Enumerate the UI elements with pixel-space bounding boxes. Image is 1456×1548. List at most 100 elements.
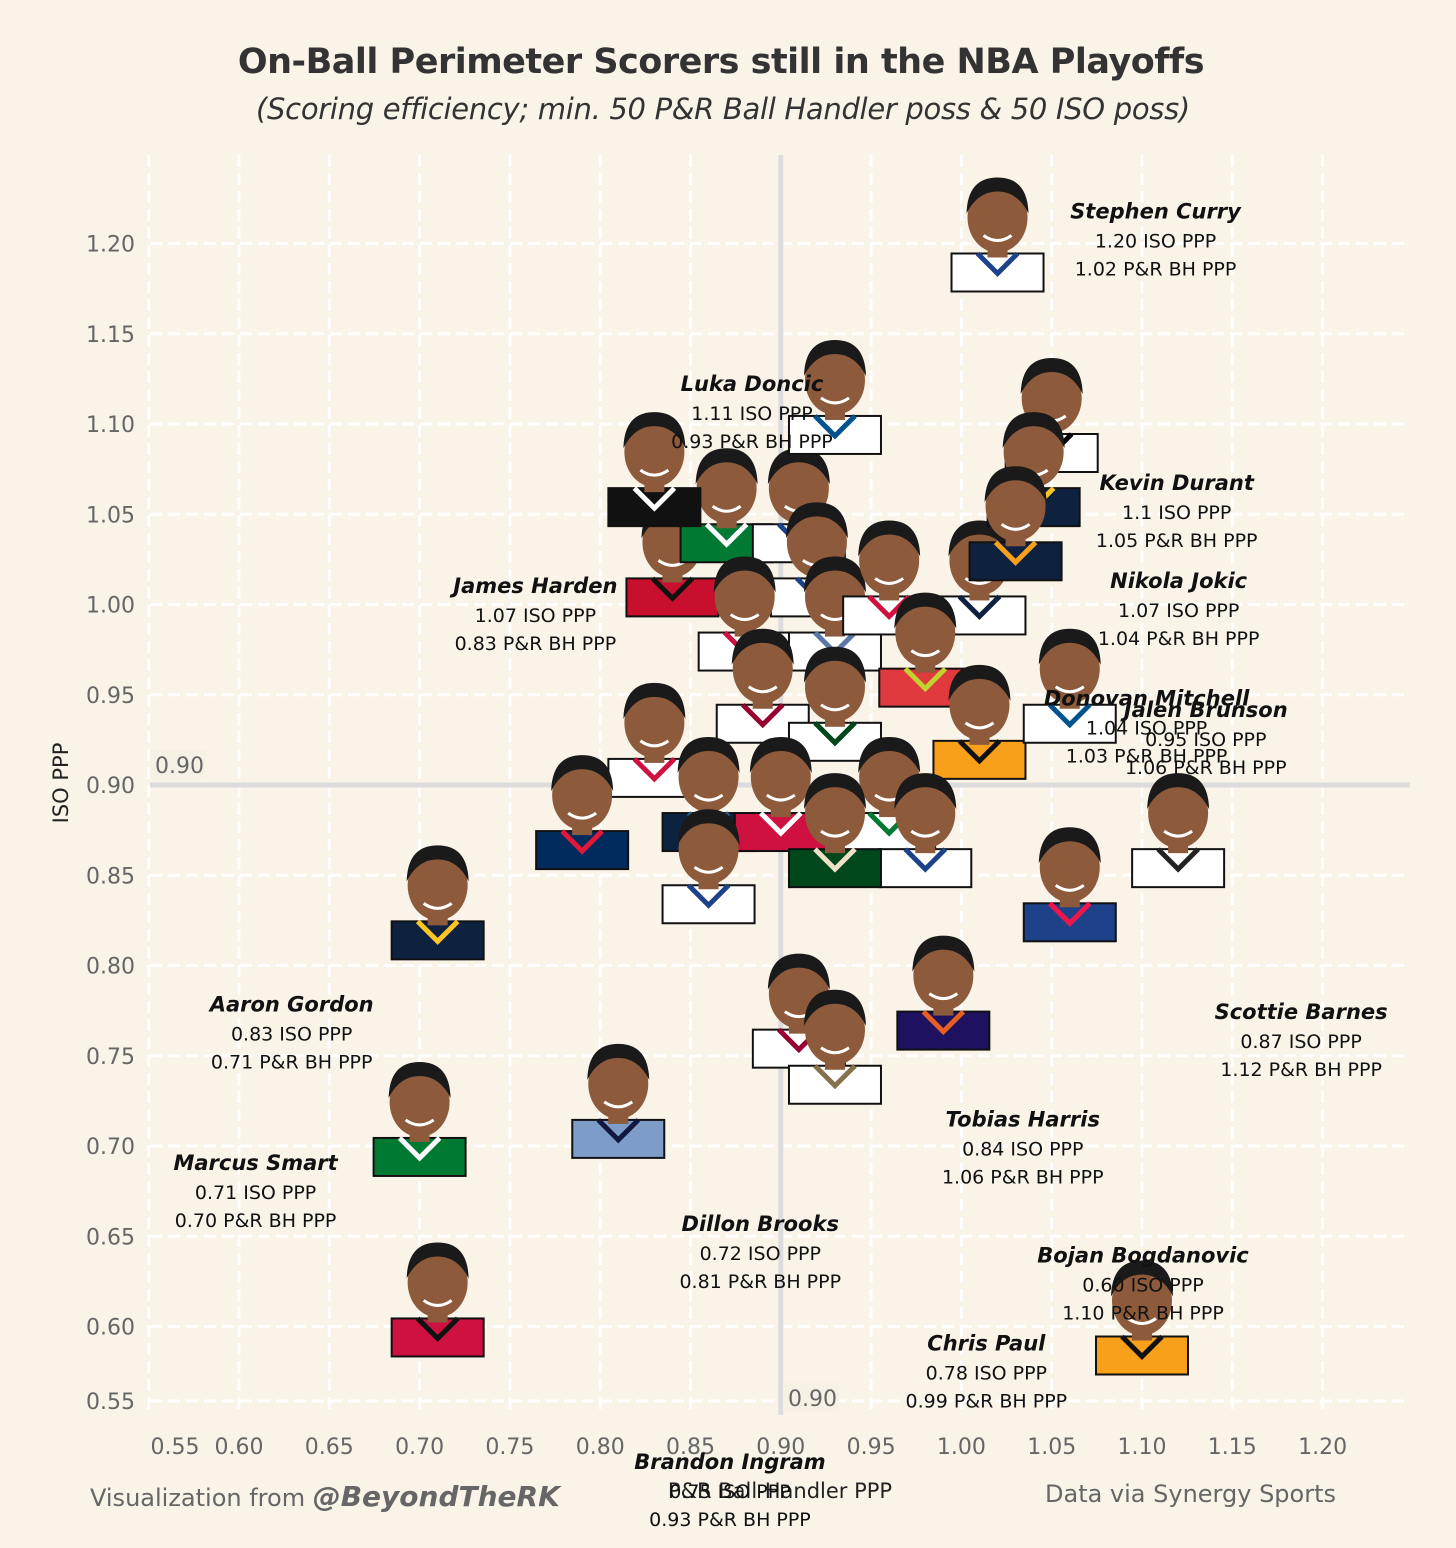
point-label-pnr: 1.12 P&R BH PPP xyxy=(1220,1059,1382,1081)
point-label: James Harden 1.07 ISO PPP 0.83 P&R BH PPP xyxy=(449,574,617,655)
x-tick-label: 0.60 xyxy=(215,1435,264,1460)
jersey-collar xyxy=(759,811,803,837)
chart-subtitle: (Scoring efficiency; min. 50 P&R Ball Ha… xyxy=(256,92,1190,126)
point-label: Nikola Jokic 1.07 ISO PPP 1.04 P&R BH PPP xyxy=(1098,569,1260,650)
hair xyxy=(677,737,740,774)
points-layer xyxy=(372,177,1226,1376)
y-tick-label: 1.20 xyxy=(86,233,135,258)
chart-title: On-Ball Perimeter Scorers still in the N… xyxy=(237,42,1205,82)
hair xyxy=(912,935,975,972)
smile xyxy=(404,1118,435,1127)
point-label-pnr: 1.06 P&R BH PPP xyxy=(1125,757,1287,779)
player-headshot-labeled xyxy=(1022,827,1117,943)
x-reference-label: 0.90 xyxy=(788,1387,837,1412)
hair xyxy=(803,989,866,1026)
point-label-iso: 0.95 ISO PPP xyxy=(1145,729,1266,751)
smile xyxy=(422,1299,453,1307)
point-label-iso: 1.11 ISO PPP xyxy=(691,403,812,425)
point-label-iso: 0.75 ISO PPP xyxy=(669,1481,790,1503)
hair xyxy=(966,177,1029,214)
point-label-iso: 0.78 ISO PPP xyxy=(926,1363,1047,1385)
face xyxy=(1039,832,1100,903)
player-headshot-labeled xyxy=(787,989,882,1105)
point-label-name: Jalen Brunson xyxy=(1120,698,1288,722)
player-headshot xyxy=(661,809,756,925)
hair xyxy=(785,502,848,539)
face xyxy=(895,597,956,668)
jersey xyxy=(1095,1335,1189,1376)
player-headshot xyxy=(878,773,973,889)
x-tick-label: 0.55 xyxy=(151,1435,200,1460)
point-label-iso: 1.07 ISO PPP xyxy=(1118,600,1239,622)
point-label-iso: 1.20 ISO PPP xyxy=(1095,231,1216,253)
y-tick-label: 1.05 xyxy=(86,503,135,528)
x-tick-label: 0.75 xyxy=(485,1435,534,1460)
point-label-pnr: 1.10 P&R BH PPP xyxy=(1062,1303,1224,1325)
x-axis-title: P&R Ball-Handler PPP xyxy=(668,1479,892,1503)
footer-credit-prefix: Visualization from xyxy=(90,1484,313,1512)
x-tick-label: 0.80 xyxy=(576,1435,625,1460)
face xyxy=(624,417,685,488)
point-label-name: Luka Doncic xyxy=(681,372,824,396)
player-headshot-labeled xyxy=(787,339,882,455)
player-headshot-labeled xyxy=(968,466,1063,582)
hair xyxy=(623,682,686,719)
point-label: Jalen Brunson 0.95 ISO PPP 1.06 P&R BH PPP xyxy=(1120,698,1288,779)
hair xyxy=(948,664,1011,701)
x-tick-label: 0.65 xyxy=(305,1435,354,1460)
jersey-collar xyxy=(650,576,695,602)
hair xyxy=(749,737,812,774)
player-headshot xyxy=(390,1242,485,1358)
smile xyxy=(711,504,742,513)
jersey-collar xyxy=(686,883,731,909)
player-headshot-labeled xyxy=(950,177,1045,293)
hair xyxy=(767,953,830,990)
jersey-collar xyxy=(560,829,604,855)
face xyxy=(696,453,757,524)
x-tick-label: 1.05 xyxy=(1027,1435,1076,1460)
axis-layer: 0.55 0.60 0.65 0.70 0.75 0.80 0.85 0.90 0.95 1.00… xyxy=(49,233,1347,1504)
player-headshot xyxy=(932,664,1027,780)
y-tick-label: 0.85 xyxy=(86,864,135,889)
player-headshot-labeled xyxy=(607,412,702,528)
point-label-name: Dillon Brooks xyxy=(682,1212,839,1236)
jersey xyxy=(1131,848,1226,889)
jersey-collar xyxy=(903,847,948,873)
point-label-pnr: 1.05 P&R BH PPP xyxy=(1096,530,1258,552)
face xyxy=(985,471,1046,542)
player-headshot-labeled xyxy=(1095,1260,1189,1376)
jersey-collar xyxy=(397,1136,442,1162)
hair xyxy=(894,592,957,629)
smile xyxy=(422,902,453,910)
hair xyxy=(803,339,866,376)
point-label-pnr: 1.03 P&R BH PPP xyxy=(1066,745,1228,767)
jersey-collar xyxy=(813,847,857,873)
smile xyxy=(567,811,598,820)
point-label-iso: 0.60 ISO PPP xyxy=(1082,1275,1203,1297)
smile xyxy=(1163,829,1193,838)
hair xyxy=(894,773,957,810)
jersey-collar xyxy=(415,1316,460,1342)
face xyxy=(624,687,685,758)
point-label: Luka Doncic 1.11 ISO PPP 0.93 P&R BH PPP xyxy=(671,372,833,453)
labels-layer: Stephen Curry 1.20 ISO PPP 1.02 P&R BH PPP… xyxy=(173,200,1387,1531)
footer-credit-handle[interactable]: @BeyondTheRK xyxy=(312,1480,560,1513)
player-headshot-labeled xyxy=(390,845,485,961)
smile xyxy=(874,577,905,585)
x-tick-label: 1.20 xyxy=(1298,1435,1347,1460)
point-label-name: Nikola Jokic xyxy=(1110,569,1248,593)
hair xyxy=(1147,773,1210,810)
hair xyxy=(1002,412,1065,449)
player-headshot-labeled xyxy=(571,1043,666,1159)
y-tick-label: 1.10 xyxy=(86,413,135,438)
face xyxy=(389,1066,450,1137)
hair xyxy=(803,556,866,593)
point-label-pnr: 1.04 P&R BH PPP xyxy=(1098,628,1260,650)
jersey-collar xyxy=(1047,901,1092,927)
face xyxy=(678,742,739,813)
face xyxy=(714,561,775,632)
face xyxy=(967,182,1028,253)
smile xyxy=(1054,884,1085,892)
jersey-collar xyxy=(903,666,948,693)
